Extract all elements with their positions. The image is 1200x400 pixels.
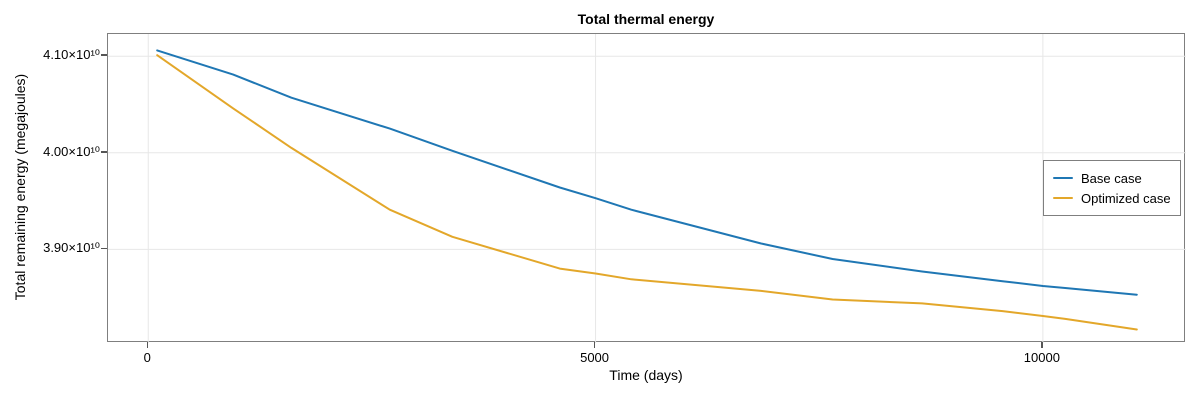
y-tick-mark	[101, 151, 107, 153]
plot-canvas	[108, 34, 1186, 343]
x-tick-mark	[146, 342, 148, 348]
legend-line-swatch	[1053, 177, 1073, 179]
y-tick-label: 3.90×10¹⁰	[43, 240, 100, 256]
x-tick-mark	[1041, 342, 1043, 348]
y-tick-label: 4.00×10¹⁰	[43, 143, 100, 159]
x-tick-label: 5000	[580, 350, 610, 365]
legend-label: Base case	[1081, 170, 1142, 186]
chart-title: Total thermal energy	[577, 11, 715, 27]
x-tick-label: 0	[143, 350, 151, 365]
x-axis-label: Time (days)	[609, 367, 683, 383]
legend: Base case Optimized case	[1043, 160, 1181, 216]
x-tick-label: 10000	[1023, 350, 1060, 365]
series-line-optimized-case	[156, 54, 1138, 331]
y-axis-label: Total remaining energy (megajoules)	[12, 73, 28, 301]
legend-item-optimized-case: Optimized case	[1053, 191, 1180, 206]
y-tick-mark	[101, 54, 107, 56]
y-tick-mark	[101, 247, 107, 250]
plot-area	[107, 33, 1186, 343]
x-tick-mark	[593, 342, 596, 348]
legend-label: Optimized case	[1081, 190, 1171, 206]
legend-item-base-case: Base case	[1053, 171, 1180, 186]
series-line-base-case	[156, 49, 1138, 296]
legend-line-swatch	[1053, 197, 1073, 199]
y-tick-label: 4.10×10¹⁰	[43, 47, 100, 63]
